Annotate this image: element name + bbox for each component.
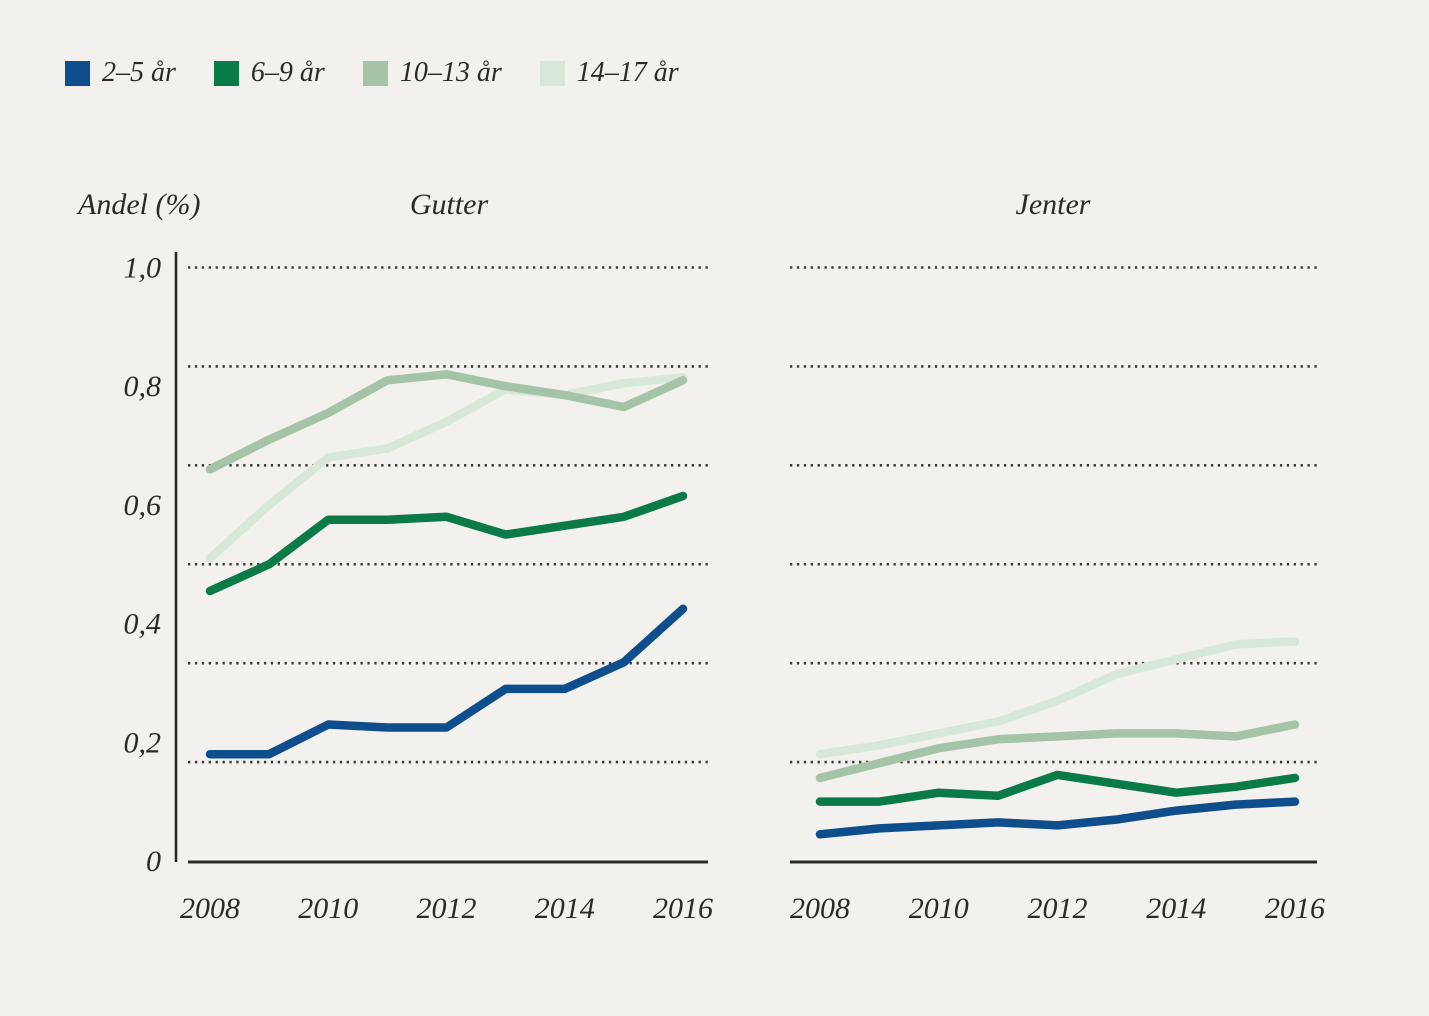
x-tick-label: 2008	[790, 892, 850, 925]
y-tick-label: 0,2	[124, 726, 162, 759]
x-tick-label: 2014	[535, 892, 595, 925]
x-tick-label: 2008	[180, 892, 240, 925]
y-axis-title: Andel (%)	[78, 188, 201, 221]
series-line-6–9 år	[205, 491, 688, 596]
x-tick-label: 2016	[1265, 892, 1325, 925]
legend-label-2-5: 2–5 år	[102, 57, 176, 88]
x-tick-label: 2012	[417, 892, 477, 925]
y-tick-label: 1,0	[124, 252, 162, 285]
legend-item-10-13: 10–13 år	[362, 57, 502, 88]
legend-item-14-17: 14–17 år	[539, 57, 679, 88]
y-tick-label: 0,8	[124, 370, 162, 403]
panel-title-jenter: Jenter	[1015, 188, 1091, 221]
series-line-2–5 år	[205, 604, 688, 759]
legend-swatch-2-5	[65, 60, 90, 86]
series-line-6–9 år	[815, 770, 1300, 806]
x-tick-label: 2014	[1146, 892, 1206, 925]
legend-label-10-13: 10–13 år	[399, 57, 502, 88]
legend-label-6-9: 6–9 år	[250, 57, 325, 88]
series-line-14–17 år	[815, 637, 1300, 759]
panel-title-gutter: Gutter	[409, 188, 489, 221]
legend-item-6-9: 6–9 år	[213, 57, 325, 88]
legend-swatch-14-17	[539, 60, 565, 86]
x-tick-label: 2012	[1028, 892, 1088, 925]
series-line-10–13 år	[205, 370, 688, 474]
series-line-2–5 år	[815, 797, 1300, 839]
legend-label-14-17: 14–17 år	[576, 57, 679, 88]
y-tick-label: 0	[146, 845, 161, 878]
legend-swatch-6-9	[213, 60, 239, 86]
y-tick-label: 0,6	[124, 489, 162, 522]
x-tick-label: 2010	[298, 892, 358, 925]
series-line-14–17 år	[205, 373, 688, 563]
y-tick-label: 0,4	[124, 608, 162, 641]
x-tick-label: 2010	[909, 892, 969, 925]
legend-item-2-5: 2–5 år	[65, 59, 176, 87]
series-line-10–13 år	[815, 720, 1300, 783]
x-tick-label: 2016	[653, 892, 713, 925]
legend: 2–5 år 6–9 år 10–13 år 14–17 år	[65, 59, 679, 87]
legend-swatch-10-13	[362, 60, 388, 86]
